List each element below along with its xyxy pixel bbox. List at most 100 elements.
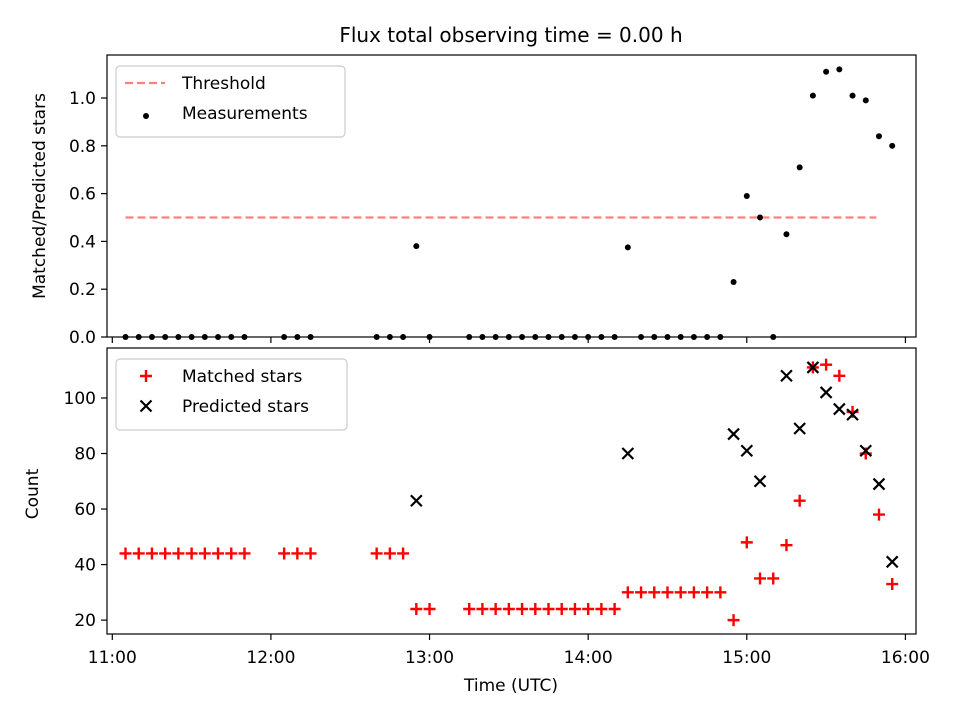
matched-star-point bbox=[529, 603, 542, 616]
matched-star-point bbox=[159, 547, 172, 560]
matched-star-point bbox=[833, 369, 846, 382]
x-axis-label: Time (UTC) bbox=[463, 676, 558, 696]
predicted-star-point bbox=[621, 447, 635, 460]
bottom-panel: 11:00 12:00 13:00 14:00 15:00 16:00 20 40 60 80 10… bbox=[64, 347, 930, 668]
predicted-star-point bbox=[872, 477, 886, 491]
matched-star-point bbox=[701, 586, 714, 599]
predicted-star-point bbox=[846, 408, 859, 421]
matched-star-point bbox=[238, 547, 251, 560]
matched-star-point bbox=[172, 547, 185, 560]
y-tick-label: 0.2 bbox=[69, 280, 96, 300]
matched-star-point bbox=[516, 603, 529, 616]
y-tick-label: 40 bbox=[74, 556, 96, 576]
matched-star-point bbox=[145, 547, 158, 560]
matched-star-point bbox=[397, 547, 410, 560]
matched-star-point bbox=[278, 547, 291, 560]
matched-star-point bbox=[635, 586, 648, 599]
predicted-star-point bbox=[727, 427, 740, 441]
matched-star-point bbox=[555, 603, 568, 616]
predicted-star-point bbox=[410, 494, 423, 507]
bottom-y-axis-label: Count bbox=[23, 468, 43, 519]
matched-star-point bbox=[212, 547, 225, 560]
y-tick-label: 80 bbox=[74, 445, 96, 465]
y-tick-label: 0.0 bbox=[69, 328, 96, 348]
measurement-point bbox=[413, 243, 420, 250]
legend-label: Measurements bbox=[182, 104, 308, 124]
predicted-star-point bbox=[753, 475, 767, 488]
matched-star-point bbox=[793, 494, 806, 507]
matched-star-point bbox=[119, 547, 132, 560]
legend-matched-swatch bbox=[140, 370, 152, 382]
top-y-axis-label: Matched/Predicted stars bbox=[30, 93, 50, 299]
matched-star-point bbox=[463, 603, 476, 616]
matched-star-point bbox=[410, 603, 423, 616]
matched-star-point bbox=[595, 603, 608, 616]
matched-star-point bbox=[608, 603, 621, 616]
matched-star-point bbox=[582, 603, 595, 616]
x-tick-label: 16:00 bbox=[881, 648, 930, 668]
y-tick-label: 100 bbox=[64, 389, 96, 409]
measurement-point bbox=[836, 66, 843, 73]
y-tick-label: 0.4 bbox=[69, 232, 96, 252]
legend: Threshold Measurements bbox=[115, 65, 346, 138]
measurement-point bbox=[875, 133, 882, 140]
matched-star-point bbox=[780, 539, 793, 552]
y-tick-label: 60 bbox=[74, 500, 96, 520]
measurement-point bbox=[823, 68, 830, 75]
predicted-star-point bbox=[780, 369, 793, 383]
matched-star-point bbox=[661, 586, 674, 599]
matched-star-point bbox=[568, 603, 581, 616]
matched-star-point bbox=[674, 586, 687, 599]
matched-star-point bbox=[304, 547, 317, 560]
matched-star-point bbox=[754, 572, 767, 585]
matched-star-point bbox=[476, 603, 489, 616]
matched-star-point bbox=[383, 547, 396, 560]
measurement-point bbox=[809, 92, 816, 99]
matched-star-point bbox=[185, 547, 198, 560]
predicted-star-point bbox=[793, 422, 806, 435]
matched-star-point bbox=[225, 547, 238, 560]
chart-title: Flux total observing time = 0.00 h bbox=[339, 23, 682, 47]
matched-star-point bbox=[740, 536, 753, 549]
matched-star-point bbox=[886, 578, 899, 591]
top-panel: 0.0 0.2 0.4 0.6 0.8 1.0 Threshold Measurements bbox=[69, 54, 917, 348]
y-tick-label: 0.8 bbox=[69, 137, 96, 157]
x-tick-label: 11:00 bbox=[88, 648, 137, 668]
predicted-star-point bbox=[885, 555, 899, 569]
matched-star-point bbox=[714, 586, 727, 599]
legend-box bbox=[115, 358, 348, 431]
legend-label: Matched stars bbox=[182, 367, 302, 387]
legend-box bbox=[115, 65, 346, 138]
measurement-point bbox=[783, 231, 790, 238]
matched-star-point bbox=[820, 358, 833, 371]
legend-label: Threshold bbox=[181, 74, 266, 94]
matched-star-point bbox=[648, 586, 661, 599]
legend-measurement-swatch bbox=[143, 113, 149, 119]
measurement-point bbox=[796, 164, 803, 171]
matched-star-point bbox=[767, 572, 780, 585]
measurement-point bbox=[743, 193, 750, 199]
matched-star-point bbox=[132, 547, 145, 560]
legend-predicted-swatch bbox=[139, 399, 153, 413]
matched-star-point bbox=[198, 547, 211, 560]
axes-frame bbox=[106, 54, 917, 338]
x-tick-label: 13:00 bbox=[405, 648, 454, 668]
y-tick-label: 1.0 bbox=[69, 89, 96, 109]
matched-star-point bbox=[502, 603, 515, 616]
axes-frame bbox=[106, 347, 917, 635]
measurement-point bbox=[624, 244, 631, 251]
x-tick-label: 12:00 bbox=[246, 648, 295, 668]
measurement-point bbox=[730, 279, 737, 286]
measurement-point bbox=[862, 97, 869, 104]
predicted-star-point bbox=[833, 402, 846, 416]
predicted-star-point bbox=[859, 444, 873, 458]
matched-star-point bbox=[621, 586, 634, 599]
x-tick-label: 15:00 bbox=[722, 648, 771, 668]
measurement-point bbox=[849, 92, 856, 99]
matched-star-point bbox=[370, 547, 383, 560]
legend-label: Predicted stars bbox=[182, 397, 309, 417]
measurement-point bbox=[757, 214, 764, 221]
matched-star-point bbox=[542, 603, 555, 616]
measurement-point bbox=[889, 142, 896, 149]
